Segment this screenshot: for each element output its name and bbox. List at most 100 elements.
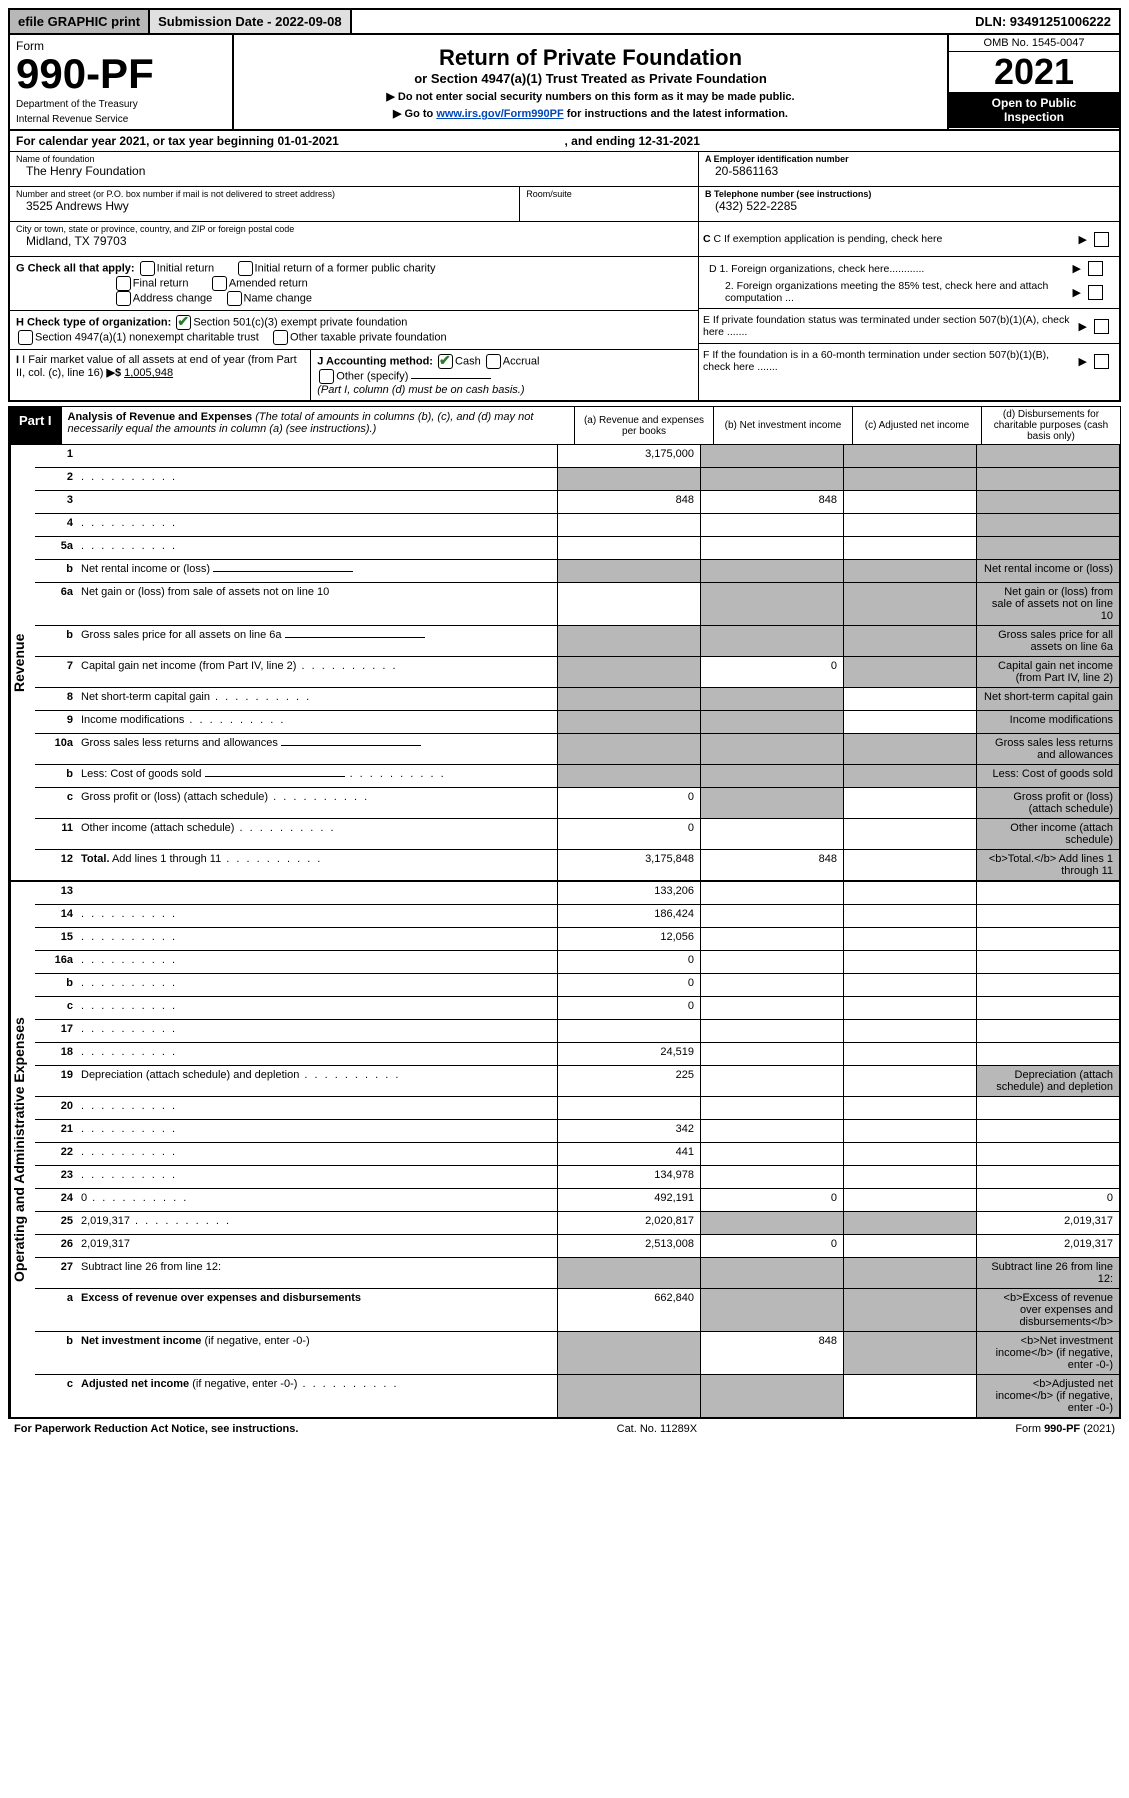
value-cell-a [557,765,700,787]
table-row: 22441 [35,1143,1119,1166]
value-cell-d: 2,019,317 [976,1235,1119,1257]
line-desc: 2,019,317 [77,1235,557,1257]
value-cell-d [976,882,1119,904]
value-cell-a [557,688,700,710]
line-number: 11 [35,819,77,849]
value-cell-d [976,1097,1119,1119]
line-number: 9 [35,711,77,733]
d1-cb[interactable] [1088,261,1103,276]
revenue-side-label: Revenue [10,445,35,880]
value-cell-a: 441 [557,1143,700,1165]
value-cell-a: 12,056 [557,928,700,950]
value-cell-b [700,974,843,996]
line-desc [77,1097,557,1119]
value-cell-a: 0 [557,788,700,818]
value-cell-b [700,734,843,764]
final-return-cb[interactable] [116,276,131,291]
value-cell-c [843,928,976,950]
value-cell-a [557,537,700,559]
submission-date: Submission Date - 2022-09-08 [150,10,352,33]
value-cell-d [976,1043,1119,1065]
value-cell-c [843,882,976,904]
value-cell-b [700,537,843,559]
value-cell-d: Capital gain net income (from Part IV, l… [976,657,1119,687]
value-cell-c [843,1120,976,1142]
value-cell-a: 0 [557,951,700,973]
cash-cb[interactable] [438,354,453,369]
value-cell-a [557,1020,700,1042]
value-cell-b [700,1066,843,1096]
f-cb[interactable] [1094,354,1109,369]
f-label: F If the foundation is in a 60-month ter… [703,349,1079,373]
name-label: Name of foundation [16,154,692,164]
line-number: 3 [35,491,77,513]
j-row: J Accounting method: Cash Accrual Other … [311,350,698,400]
value-cell-b [700,583,843,625]
table-row: bNet rental income or (loss) Net rental … [35,560,1119,583]
value-cell-b: 848 [700,491,843,513]
fmv-value: 1,005,948 [124,367,173,379]
part1-tag: Part I [9,407,62,444]
accrual-cb[interactable] [486,354,501,369]
line-number: 26 [35,1235,77,1257]
value-cell-a [557,514,700,536]
other-taxable-cb[interactable] [273,330,288,345]
line-number: c [35,1375,77,1417]
value-cell-c [843,850,976,880]
value-cell-c [843,583,976,625]
value-cell-b: 0 [700,657,843,687]
amended-cb[interactable] [212,276,227,291]
value-cell-c [843,1166,976,1188]
value-cell-b [700,1375,843,1417]
value-cell-d [976,1143,1119,1165]
value-cell-c [843,1066,976,1096]
address-change-cb[interactable] [116,291,131,306]
line-number: 14 [35,905,77,927]
line-desc [77,537,557,559]
line-desc [77,1120,557,1142]
efile-button[interactable]: efile GRAPHIC print [10,10,150,33]
line-desc: Gross profit or (loss) (attach schedule) [77,788,557,818]
former-public-cb[interactable] [238,261,253,276]
other-method-cb[interactable] [319,369,334,384]
form-title: Return of Private Foundation [240,45,941,71]
value-cell-b [700,1143,843,1165]
value-cell-d [976,1166,1119,1188]
value-cell-c [843,819,976,849]
value-cell-a: 186,424 [557,905,700,927]
501c3-cb[interactable] [176,315,191,330]
value-cell-d: 0 [976,1189,1119,1211]
value-cell-b [700,788,843,818]
value-cell-c [843,491,976,513]
table-row: cGross profit or (loss) (attach schedule… [35,788,1119,819]
d2-cb[interactable] [1088,285,1103,300]
value-cell-d [976,491,1119,513]
value-cell-c [843,626,976,656]
form-header: Form 990-PF Department of the Treasury I… [8,35,1121,131]
value-cell-d [976,951,1119,973]
value-cell-d [976,1120,1119,1142]
value-cell-a: 0 [557,819,700,849]
d1-label: D 1. Foreign organizations, check here..… [709,263,1073,275]
initial-return-cb[interactable] [140,261,155,276]
value-cell-d [976,1020,1119,1042]
value-cell-c [843,468,976,490]
line-number: 5a [35,537,77,559]
table-row: c0 [35,997,1119,1020]
value-cell-c [843,560,976,582]
line-desc: 0 [77,1189,557,1211]
c-cb[interactable] [1094,232,1109,247]
value-cell-a [557,560,700,582]
4947-cb[interactable] [18,330,33,345]
value-cell-c [843,537,976,559]
value-cell-b [700,1166,843,1188]
table-row: bNet investment income (if negative, ent… [35,1332,1119,1375]
form-link[interactable]: www.irs.gov/Form990PF [436,108,563,120]
value-cell-d: Depreciation (attach schedule) and deple… [976,1066,1119,1096]
line-desc: Capital gain net income (from Part IV, l… [77,657,557,687]
name-change-cb[interactable] [227,291,242,306]
line-desc: Depreciation (attach schedule) and deple… [77,1066,557,1096]
value-cell-b [700,765,843,787]
e-cb[interactable] [1094,319,1109,334]
table-row: 13,175,000 [35,445,1119,468]
